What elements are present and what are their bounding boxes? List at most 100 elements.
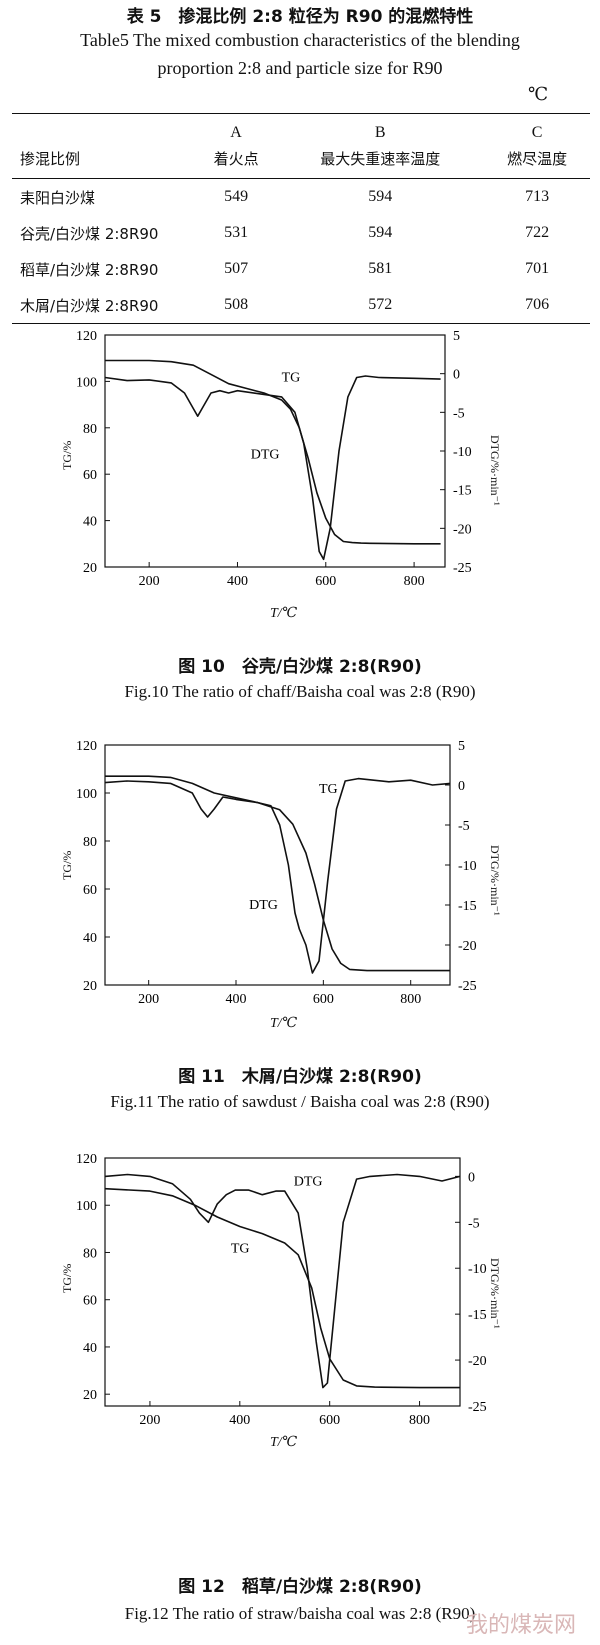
y-right-tick-label: -5 (458, 819, 470, 834)
table-row: 木屑/白沙煤 2:8R90 508 572 706 (12, 287, 590, 324)
y-left-tick-label: 80 (83, 422, 97, 437)
cell-a: 549 (224, 188, 249, 205)
series-dtg-line (104, 777, 451, 974)
x-tick-label: 200 (138, 992, 159, 1007)
y-right-tick-label: -20 (453, 522, 472, 537)
plot-frame (104, 1157, 461, 1407)
y-left-tick-label: 100 (76, 1199, 97, 1214)
series-tg-line (105, 775, 450, 972)
row-label: 稻草/白沙煤 2:8R90 (20, 260, 159, 279)
table-caption-en-line1: Table5 The mixed combustion characterist… (80, 30, 520, 50)
cell-c: 701 (525, 260, 550, 277)
figure-12-caption-en: Fig.12 The ratio of straw/baisha coal wa… (124, 1604, 476, 1623)
cell-c: 722 (525, 224, 550, 241)
y-left-tick-label: 40 (83, 1341, 97, 1356)
y-right-tick-label: -10 (458, 859, 477, 874)
table-row: 稻草/白沙煤 2:8R90 507 581 701 (12, 251, 590, 287)
series-tg-label: TG (231, 1241, 250, 1256)
table-caption-cn: 表 5 掺混比例 2:8 粒径为 R90 的混燃特性 (126, 7, 474, 27)
y-right-tick-label: -5 (468, 1216, 480, 1231)
series-tg-label: TG (282, 370, 301, 385)
ylabel-left: TG/% (60, 1263, 74, 1293)
xlabel: T/℃ (270, 1016, 298, 1031)
x-tick-label: 600 (313, 992, 334, 1007)
cell-a: 507 (224, 260, 249, 277)
y-right-tick-label: -25 (458, 979, 477, 994)
y-left-tick-label: 120 (76, 739, 97, 754)
row-label: 谷壳/白沙煤 2:8R90 (20, 224, 159, 243)
col-c-header: C 燃尽温度 (507, 123, 568, 168)
figure-11-caption-cn: 图 11 木屑/白沙煤 2:8(R90) (178, 1067, 422, 1087)
x-tick-label: 600 (315, 574, 336, 589)
series-tg-line (104, 1187, 460, 1389)
row-label-header: 掺混比例 (20, 150, 81, 168)
y-right-tick-label: -20 (458, 939, 477, 954)
y-left-tick-label: 20 (83, 979, 97, 994)
cell-a: 531 (224, 224, 249, 241)
ylabel-left: TG/% (60, 850, 74, 880)
row-label: 耒阳白沙煤 (20, 188, 96, 207)
col-b-header: B 最大失重速率温度 (320, 123, 441, 168)
ylabel-left: TG/% (60, 440, 74, 470)
y-left-tick-label: 120 (76, 1152, 97, 1167)
x-tick-label: 800 (404, 574, 425, 589)
x-tick-label: 400 (229, 1413, 250, 1428)
cell-b: 594 (368, 188, 393, 205)
cell-c: 713 (525, 188, 550, 205)
figure-10-chart: 200 400 600 800 20 40 60 80 100 120 5 0 -5 -10 -15 -20 -… (50, 325, 502, 625)
y-left-tick-label: 40 (83, 931, 97, 946)
y-right-tick-label: 0 (458, 779, 465, 794)
y-right-tick-label: 5 (453, 329, 460, 344)
table-row: 谷壳/白沙煤 2:8R90 531 594 722 (12, 215, 590, 251)
y-left-tick-label: 60 (83, 883, 97, 898)
x-tick-label: 200 (139, 574, 160, 589)
figure-11-svg: 200 400 600 800 20 40 60 80 100 120 5 0 -5 -10 -15 -20 -… (76, 739, 477, 1007)
y-left-tick-label: 100 (76, 787, 97, 802)
row-label: 木屑/白沙煤 2:8R90 (20, 296, 159, 315)
y-right-tick-label: -10 (453, 445, 472, 460)
combustion-table: 掺混比例 A 着火点 B 最大失重速率温度 C 燃尽温度 耒阳白沙煤 549 5… (12, 113, 590, 324)
y-left-tick-label: 80 (83, 1246, 97, 1261)
figure-11-chart: 200 400 600 800 20 40 60 80 100 120 5 0 -5 -10 -15 -20 -… (50, 735, 502, 1035)
y-left-tick-label: 20 (83, 561, 97, 576)
y-left-tick-label: 60 (83, 468, 97, 483)
y-right-tick-label: -25 (468, 1400, 487, 1415)
y-right-tick-label: -5 (453, 406, 465, 421)
x-tick-label: 800 (409, 1413, 430, 1428)
table-unit: ℃ (528, 84, 549, 104)
y-left-tick-label: 40 (83, 515, 97, 530)
y-right-tick-label: 0 (453, 368, 460, 383)
y-right-tick-label: -10 (468, 1262, 487, 1277)
xlabel: T/℃ (270, 606, 298, 621)
figure-12-svg: 200 400 600 800 20 40 60 80 100 120 0 -5 -10 -15 -20 -2… (76, 1152, 487, 1428)
figure-10-svg: 200 400 600 800 20 40 60 80 100 120 5 0 -5 -10 -15 -20 -… (76, 329, 472, 589)
figure-11-caption-en: Fig.11 The ratio of sawdust / Baisha coa… (110, 1092, 490, 1111)
figure-10-caption-cn: 图 10 谷壳/白沙煤 2:8(R90) (178, 657, 422, 677)
ylabel-right: DTG/%·min⁻¹ (488, 845, 502, 916)
col-a-header: A 着火点 (213, 123, 259, 168)
y-left-tick-label: 20 (83, 1388, 97, 1403)
y-left-tick-label: 100 (76, 375, 97, 390)
table-caption-en-line2: proportion 2:8 and particle size for R90 (157, 58, 443, 78)
series-dtg-label: DTG (249, 898, 278, 913)
series-tg-label: TG (319, 782, 338, 797)
y-left-tick-label: 120 (76, 329, 97, 344)
watermark-logo: 我的煤炭网 (465, 1613, 576, 1638)
x-tick-label: 400 (226, 992, 247, 1007)
series-dtg-label: DTG (251, 448, 280, 463)
y-right-tick-label: -25 (453, 561, 472, 576)
x-tick-label: 200 (139, 1413, 160, 1428)
series-dtg-line (104, 1173, 461, 1389)
cell-b: 581 (368, 260, 393, 277)
xlabel: T/℃ (270, 1435, 298, 1450)
cell-b: 594 (368, 224, 393, 241)
ylabel-right: DTG/%·min⁻¹ (488, 435, 502, 506)
y-right-tick-label: -20 (468, 1354, 487, 1369)
series-dtg-line (104, 375, 441, 561)
x-tick-label: 400 (227, 574, 248, 589)
y-right-tick-label: 0 (468, 1170, 475, 1185)
figure-10-caption-en: Fig.10 The ratio of chaff/Baisha coal wa… (124, 682, 476, 701)
y-left-tick-label: 60 (83, 1294, 97, 1309)
y-right-tick-label: -15 (458, 899, 477, 914)
ylabel-right: DTG/%·min⁻¹ (488, 1258, 502, 1329)
